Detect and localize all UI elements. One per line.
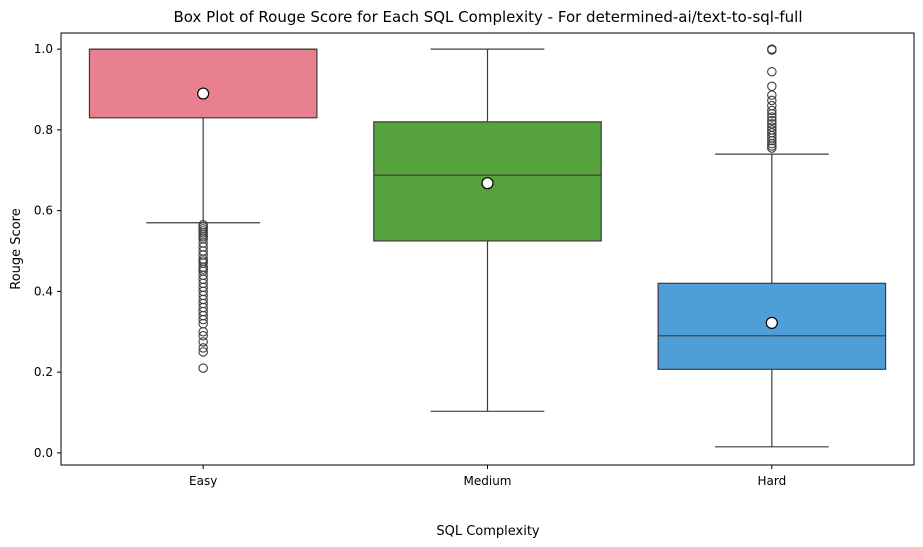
outlier-point xyxy=(198,363,208,373)
outlier-point xyxy=(767,90,777,100)
box-group-hard xyxy=(657,44,887,448)
outlier-point xyxy=(767,100,777,111)
outlier-point xyxy=(198,314,208,325)
outlier-point xyxy=(198,337,208,347)
outlier-point xyxy=(767,105,777,116)
x-axis: Easy Medium Hard xyxy=(189,465,786,488)
outlier-point xyxy=(767,136,777,146)
y-tick-label: 0.4 xyxy=(34,284,53,298)
box-easy xyxy=(88,48,318,119)
outlier-point xyxy=(198,331,208,341)
mean-marker xyxy=(197,87,210,100)
chart-title: Box Plot of Rouge Score for Each SQL Com… xyxy=(174,8,803,26)
x-tick-label: Medium xyxy=(464,474,512,488)
outlier-point xyxy=(767,95,777,106)
y-axis-label: Rouge Score xyxy=(9,208,24,289)
outlier-point xyxy=(767,67,777,77)
y-tick-label: 0.0 xyxy=(34,446,53,460)
outlier-point xyxy=(198,347,208,357)
outlier-point xyxy=(767,115,777,126)
y-tick-label: 0.6 xyxy=(34,204,53,218)
outlier-point xyxy=(767,45,777,55)
outlier-point xyxy=(767,138,777,149)
mean-marker xyxy=(481,177,494,190)
outlier-point xyxy=(767,143,777,153)
x-tick-label: Hard xyxy=(757,474,786,488)
y-tick-label: 0.8 xyxy=(34,123,53,137)
mean-marker xyxy=(765,316,778,329)
outlier-point xyxy=(767,108,777,119)
plot-area xyxy=(88,44,887,448)
outlier-point xyxy=(767,112,777,122)
x-axis-label: SQL Complexity xyxy=(436,524,540,539)
outlier-point xyxy=(767,81,777,92)
y-tick-label: 0.2 xyxy=(34,365,53,379)
box-group-easy xyxy=(88,48,318,373)
y-tick-label: 1.0 xyxy=(34,42,53,56)
y-axis: 0.0 0.2 0.4 0.6 0.8 1.0 xyxy=(34,42,61,460)
outlier-point xyxy=(198,343,208,353)
x-tick-label: Easy xyxy=(189,474,217,488)
outlier-point xyxy=(198,327,208,337)
box-group-medium xyxy=(373,48,602,412)
